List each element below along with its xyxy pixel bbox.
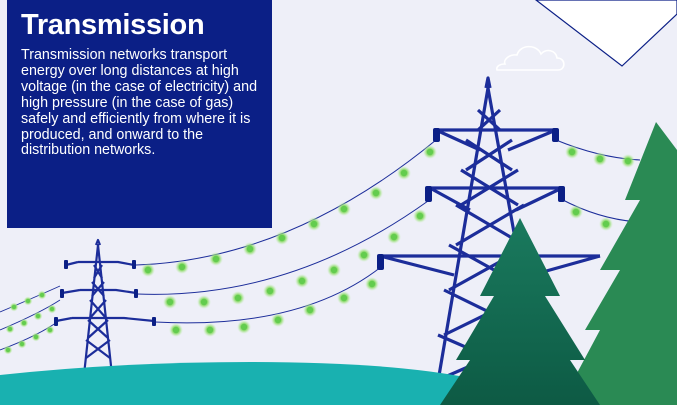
small-pylon [55, 238, 155, 376]
corner-badge [535, 0, 677, 67]
large-pylon-insulators [377, 128, 565, 270]
info-panel: Transmission Transmission networks trans… [7, 0, 272, 228]
dark-green-tree [440, 218, 600, 405]
cloud-icon [496, 45, 565, 71]
small-pylon-insulators [54, 260, 156, 326]
power-lines [135, 139, 437, 324]
ground [0, 362, 480, 405]
panel-title: Transmission [21, 9, 205, 41]
panel-description: Transmission networks transport energy o… [21, 47, 258, 159]
light-green-tree [560, 122, 677, 405]
